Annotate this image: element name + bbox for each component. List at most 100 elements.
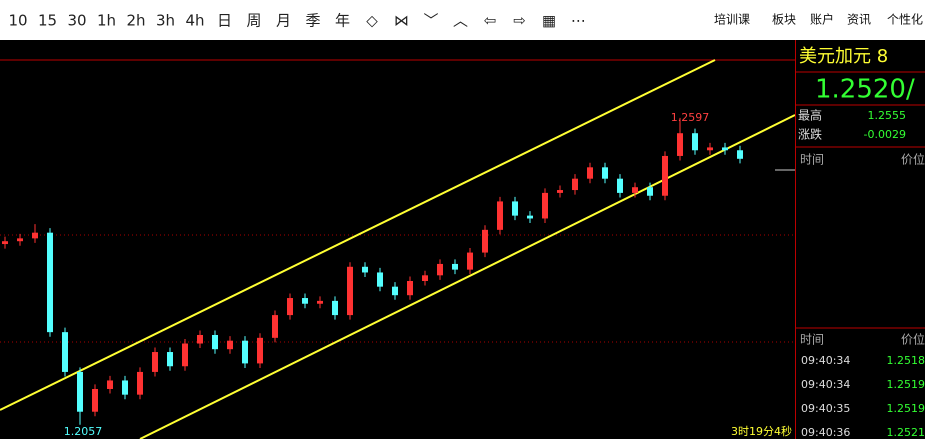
tool-button[interactable]: ▦ xyxy=(542,12,556,30)
candle-body xyxy=(452,263,458,270)
candle-body xyxy=(542,192,548,219)
trade-price: 1.2519 xyxy=(887,402,925,415)
period-button[interactable]: 2h xyxy=(126,12,145,30)
period-button[interactable]: 年 xyxy=(335,12,350,30)
tool-button[interactable]: ︿ xyxy=(453,12,468,30)
trade-time: 09:40:34 xyxy=(801,378,850,391)
candle-body xyxy=(557,190,563,193)
menu-item[interactable]: 培训课 xyxy=(714,12,750,27)
period-button[interactable]: 3h xyxy=(156,12,175,30)
candle-body xyxy=(497,201,503,230)
row-label: 涨跌 xyxy=(798,127,822,142)
candle-body xyxy=(527,215,533,219)
row-label: 最高 xyxy=(798,108,822,123)
candle-body xyxy=(62,332,68,372)
channel-upper xyxy=(0,59,716,411)
trade-price: 1.2519 xyxy=(887,378,925,391)
trade-price: 1.2518 xyxy=(887,354,925,367)
candle-body xyxy=(77,371,83,412)
toolbar xyxy=(0,0,925,40)
candle-body xyxy=(152,352,158,372)
period-button[interactable]: 4h xyxy=(185,12,204,30)
candle-body xyxy=(227,340,233,350)
tool-button[interactable]: ⇨ xyxy=(513,12,526,30)
col-header: 价位 xyxy=(901,152,925,167)
candle-body xyxy=(2,241,8,245)
candle-body xyxy=(347,266,353,316)
candle-body xyxy=(407,280,413,296)
channel-lower xyxy=(139,114,796,439)
trade-time: 09:40:36 xyxy=(801,426,850,439)
high-label: 1.2597 xyxy=(671,111,710,124)
candle-body xyxy=(137,371,143,395)
period-button[interactable]: 10 xyxy=(8,12,27,30)
candle-body xyxy=(467,252,473,270)
candle-body xyxy=(272,315,278,338)
trade-price: 1.2521 xyxy=(887,426,925,439)
candle-body xyxy=(572,178,578,191)
period-button[interactable]: 1h xyxy=(97,12,116,30)
quote-name: 美元加元 8 xyxy=(799,46,888,67)
candle-body xyxy=(107,380,113,389)
candle-body xyxy=(392,286,398,296)
candle-body xyxy=(47,232,53,333)
candle-body xyxy=(302,298,308,304)
candle-body xyxy=(362,266,368,273)
menu-item[interactable]: 资讯 xyxy=(847,13,871,27)
candle-body xyxy=(632,187,638,193)
candle-body xyxy=(587,167,593,179)
candle-body xyxy=(512,201,518,216)
candles xyxy=(2,117,743,425)
period-button[interactable]: 季 xyxy=(305,12,320,30)
row-value: 1.2555 xyxy=(868,109,907,122)
menu-item[interactable]: 账户 xyxy=(810,12,834,27)
period-button[interactable]: 15 xyxy=(38,12,57,30)
candle-body xyxy=(167,352,173,367)
candle-body xyxy=(482,229,488,253)
candle-body xyxy=(32,232,38,239)
candle-body xyxy=(317,300,323,304)
tool-button[interactable]: ﹀ xyxy=(423,12,438,30)
chart-area xyxy=(0,40,795,439)
candle-body xyxy=(197,334,203,344)
candle-body xyxy=(242,340,248,364)
period-button[interactable]: 月 xyxy=(276,12,291,30)
candle-body xyxy=(722,147,728,151)
trade-time: 09:40:35 xyxy=(801,402,850,415)
candle-body xyxy=(17,238,23,242)
low-label: 1.2057 xyxy=(64,425,103,438)
candle-body xyxy=(677,133,683,156)
menu-item[interactable]: 个性化 xyxy=(887,13,923,27)
quote-price: 1.2520/ xyxy=(815,75,915,105)
candle-body xyxy=(602,167,608,179)
trades: 09:40:34 1.2518 09:40:34 1.2519 09:40:35 1.25… xyxy=(801,354,925,439)
tool-button[interactable]: ⋯ xyxy=(571,12,586,30)
period-button[interactable]: 日 xyxy=(217,12,232,30)
candle-body xyxy=(647,187,653,196)
period-button[interactable]: 30 xyxy=(67,12,86,30)
candle-body xyxy=(332,300,338,316)
col-header: 时间 xyxy=(800,153,824,167)
col-header: 时间 xyxy=(800,333,824,347)
period-button[interactable]: 周 xyxy=(246,12,261,30)
candle-body xyxy=(122,380,128,395)
candle-body xyxy=(737,150,743,159)
row-value: -0.0029 xyxy=(864,128,906,141)
candle-body xyxy=(212,334,218,350)
candle-body xyxy=(662,155,668,196)
quote-panel xyxy=(795,40,925,439)
candle-body xyxy=(437,263,443,276)
candle-body xyxy=(617,178,623,193)
trade-time: 09:40:34 xyxy=(801,354,850,367)
candle-body xyxy=(422,275,428,281)
col-header: 价位 xyxy=(901,332,925,347)
tool-button[interactable]: ◇ xyxy=(366,12,378,30)
menu-item[interactable]: 板块 xyxy=(772,13,796,27)
tool-button[interactable]: ⋈ xyxy=(394,12,409,30)
candle-body xyxy=(692,133,698,151)
countdown: 3时19分4秒 xyxy=(731,424,792,438)
tool-button[interactable]: ⇦ xyxy=(484,12,497,30)
candle-body xyxy=(377,272,383,287)
